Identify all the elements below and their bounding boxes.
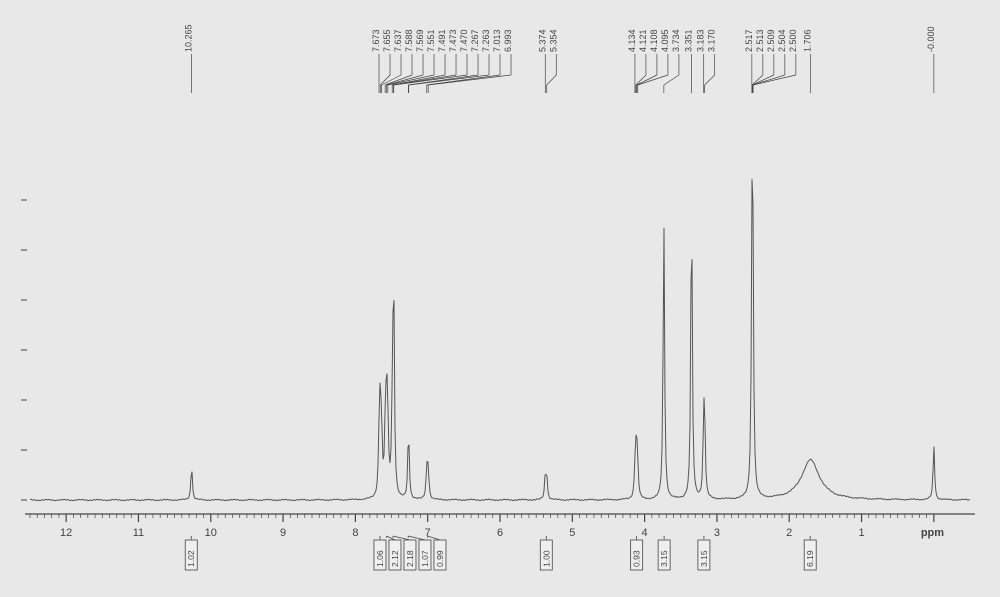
peak-label: 7.673 (371, 29, 381, 52)
svg-text:2.12: 2.12 (390, 550, 400, 567)
svg-text:3.170: 3.170 (707, 29, 717, 52)
svg-text:7.551: 7.551 (426, 29, 436, 52)
svg-text:4.121: 4.121 (638, 29, 648, 52)
svg-text:4.095: 4.095 (660, 29, 670, 52)
svg-text:5.354: 5.354 (548, 29, 558, 52)
peak-label: 7.013 (492, 29, 502, 52)
integral-label: 0.93 (632, 550, 642, 567)
peak-label: 7.267 (470, 29, 480, 52)
svg-text:3.183: 3.183 (696, 29, 706, 52)
peak-label: 7.588 (404, 29, 414, 52)
x-axis-label: ppm (921, 527, 944, 539)
svg-text:6.19: 6.19 (805, 550, 815, 567)
peak-label: 7.491 (437, 29, 447, 52)
svg-text:3.15: 3.15 (699, 550, 709, 567)
peak-label: 5.354 (548, 29, 558, 52)
svg-text:3.15: 3.15 (659, 550, 669, 567)
svg-text:7.267: 7.267 (470, 29, 480, 52)
integral-label: 3.15 (659, 550, 669, 567)
peak-label: 7.551 (426, 29, 436, 52)
peak-label: 5.374 (537, 29, 547, 52)
peak-label: 3.183 (696, 29, 706, 52)
xtick-label: 6 (497, 527, 503, 539)
xtick-label: 3 (714, 527, 720, 539)
peak-label: 7.637 (393, 29, 403, 52)
xtick-label: 11 (133, 527, 144, 539)
peak-label: 7.655 (382, 29, 392, 52)
svg-text:1.06: 1.06 (375, 550, 385, 567)
peak-label: 3.734 (671, 29, 681, 52)
xtick-label: 12 (60, 527, 72, 539)
xtick-label: 2 (786, 527, 792, 539)
peak-label: 3.351 (684, 29, 694, 52)
integral-label: 1.06 (375, 550, 385, 567)
peak-label: 7.263 (481, 29, 491, 52)
svg-text:7.491: 7.491 (437, 29, 447, 52)
peak-label: 2.509 (766, 29, 776, 52)
svg-text:1.07: 1.07 (420, 550, 430, 567)
peak-label: 2.504 (777, 29, 787, 52)
peak-label: -0.000 (926, 26, 936, 52)
peak-label: 4.108 (649, 29, 659, 52)
svg-text:7.655: 7.655 (382, 29, 392, 52)
svg-text:7.637: 7.637 (393, 29, 403, 52)
svg-text:7.263: 7.263 (481, 29, 491, 52)
integral-label: 6.19 (805, 550, 815, 567)
integral-label: 2.18 (405, 550, 415, 567)
svg-text:1.02: 1.02 (186, 550, 196, 567)
svg-text:0.99: 0.99 (435, 550, 445, 567)
peak-label: 2.500 (788, 29, 798, 52)
svg-text:2.509: 2.509 (766, 29, 776, 52)
nmr-spectrum-chart: { "chart": { "type": "nmr-spectrum", "ba… (0, 0, 1000, 597)
svg-text:7.673: 7.673 (371, 29, 381, 52)
svg-text:10.265: 10.265 (184, 24, 194, 52)
peak-label: 7.569 (415, 29, 425, 52)
svg-text:4.108: 4.108 (649, 29, 659, 52)
xtick-label: 4 (642, 527, 648, 539)
svg-text:6.993: 6.993 (503, 29, 513, 52)
svg-text:2.500: 2.500 (788, 29, 798, 52)
xtick-label: 10 (205, 527, 217, 539)
svg-text:0.93: 0.93 (632, 550, 642, 567)
svg-text:4.134: 4.134 (627, 29, 637, 52)
xtick-label: 8 (352, 527, 358, 539)
integral-label: 1.02 (186, 550, 196, 567)
svg-text:2.513: 2.513 (755, 29, 765, 52)
peak-label: 2.513 (755, 29, 765, 52)
peak-label: 7.470 (459, 29, 469, 52)
integral-label: 1.00 (541, 550, 551, 567)
peak-label: 10.265 (184, 24, 194, 52)
peak-label: 2.517 (744, 29, 754, 52)
integral-label: 1.07 (420, 550, 430, 567)
peak-label: 3.170 (707, 29, 717, 52)
integral-label: 3.15 (699, 550, 709, 567)
svg-text:2.517: 2.517 (744, 29, 754, 52)
svg-text:7.473: 7.473 (448, 29, 458, 52)
svg-text:3.734: 3.734 (671, 29, 681, 52)
svg-text:5.374: 5.374 (537, 29, 547, 52)
svg-text:-0.000: -0.000 (926, 26, 936, 52)
xtick-label: 1 (858, 527, 864, 539)
svg-text:1.706: 1.706 (802, 29, 812, 52)
peak-label: 7.473 (448, 29, 458, 52)
svg-text:7.013: 7.013 (492, 29, 502, 52)
peak-label: 4.121 (638, 29, 648, 52)
peak-label: 4.095 (660, 29, 670, 52)
svg-text:2.504: 2.504 (777, 29, 787, 52)
svg-text:1.00: 1.00 (541, 550, 551, 567)
svg-text:7.569: 7.569 (415, 29, 425, 52)
integral-label: 2.12 (390, 550, 400, 567)
xtick-label: 5 (569, 527, 575, 539)
peak-label: 4.134 (627, 29, 637, 52)
peak-label: 6.993 (503, 29, 513, 52)
nmr-spectrum-svg: 123456789101112ppm10.2657.6737.6557.6377… (0, 0, 1000, 597)
svg-text:7.588: 7.588 (404, 29, 414, 52)
svg-text:3.351: 3.351 (684, 29, 694, 52)
xtick-label: 9 (280, 527, 286, 539)
svg-text:2.18: 2.18 (405, 550, 415, 567)
peak-label: 1.706 (802, 29, 812, 52)
integral-label: 0.99 (435, 550, 445, 567)
svg-text:7.470: 7.470 (459, 29, 469, 52)
